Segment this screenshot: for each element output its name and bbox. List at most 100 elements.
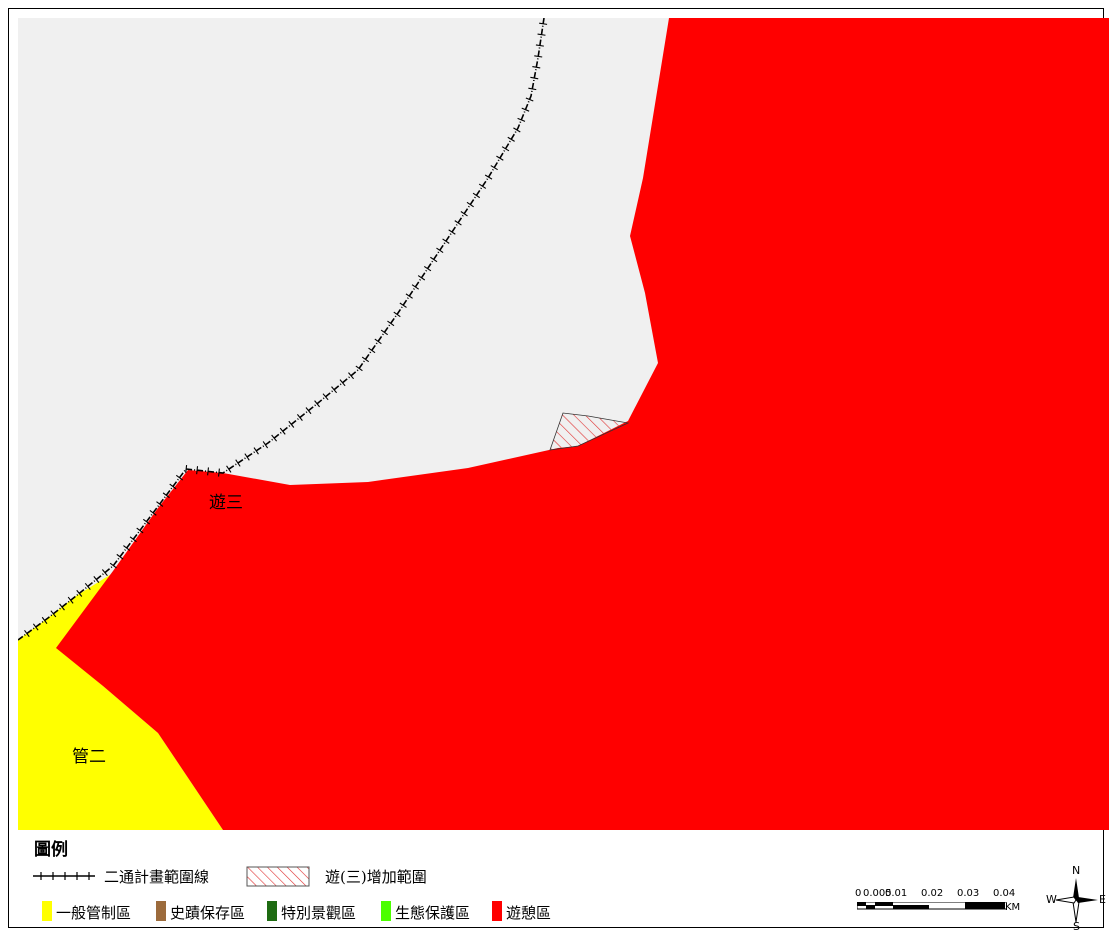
scale-label-0: 0 (855, 888, 862, 899)
legend-boundary-label: 二通計畫範圍線 (104, 868, 210, 886)
boundary-tick (185, 464, 188, 474)
boundary-line-symbol (33, 872, 95, 880)
scale-label-002: 0.02 (921, 888, 944, 899)
legend-label-scenic: 特別景觀區 (281, 904, 357, 922)
boundary-tick (271, 434, 278, 442)
boundary-tick (393, 311, 401, 318)
scale-label-004: 0.04 (993, 888, 1016, 899)
boundary-tick (405, 293, 413, 299)
boundary-tick (262, 441, 269, 449)
boundary-tick (387, 320, 395, 327)
legend-swatch-general-control (42, 901, 52, 921)
scale-label-0005: 0.005 (863, 888, 892, 899)
boundary-tick (534, 55, 543, 58)
boundary-tick (226, 465, 232, 473)
boundary-tick (217, 468, 220, 477)
compass-rose: N S W E (1046, 864, 1106, 933)
boundary-tick (253, 447, 259, 455)
map-canvas (18, 18, 1109, 830)
boundary-ticks (24, 22, 548, 638)
boundary-tick (67, 596, 74, 604)
boundary-tick (169, 483, 177, 490)
boundary-tick (478, 183, 487, 189)
boundary-tick (399, 302, 407, 308)
legend-title: 圖例 (34, 840, 68, 860)
boundary-tick (448, 229, 456, 235)
boundary-tick (411, 284, 420, 290)
boundary-tick (496, 155, 504, 161)
scale-bar: 0 0.005 0.01 0.02 0.03 0.04 KM (855, 888, 1025, 928)
recreation-zone (56, 18, 1109, 830)
legend-label-general-control: 一般管制區 (56, 904, 132, 922)
boundary-tick (374, 338, 382, 345)
compass-w: W (1046, 893, 1057, 906)
legend-swatch-recreation (492, 901, 502, 921)
scale-label-003: 0.03 (957, 888, 980, 899)
boundary-tick (466, 201, 474, 208)
boundary-tick (339, 379, 346, 387)
boundary-tick (123, 545, 131, 551)
expansion-area (549, 412, 630, 451)
compass-s: S (1073, 920, 1080, 933)
scale-label-001: 0.01 (885, 888, 908, 899)
boundary-tick (423, 265, 432, 272)
compass-e: E (1099, 893, 1106, 906)
boundary-tick (535, 44, 544, 47)
boundary-tick (235, 459, 241, 467)
boundary-tick (84, 582, 91, 590)
boundary-tick (305, 407, 312, 415)
boundary-tick (175, 474, 184, 481)
boundary-tick (331, 386, 338, 394)
boundary-tick (472, 192, 481, 199)
boundary-tick (513, 127, 521, 133)
scale-unit: KM (1005, 902, 1021, 913)
boundary-tick (101, 569, 108, 577)
boundary-tick (156, 501, 164, 507)
legend-swatch-scenic (267, 901, 277, 921)
boundary-tick (109, 562, 117, 569)
boundary-tick (279, 427, 286, 435)
boundary-tick (296, 414, 303, 421)
zone-label-control-2: 管二 (72, 747, 106, 767)
expansion-area-symbol (246, 866, 310, 887)
boundary-tick (50, 610, 57, 618)
boundary-tick (454, 220, 462, 226)
boundary-tick (361, 356, 370, 363)
boundary-tick (288, 420, 295, 428)
north-arrow-icon (1055, 878, 1098, 923)
general-control-zone (18, 573, 223, 830)
boundary-tick (528, 87, 537, 91)
legend-swatch-ecological (381, 901, 391, 921)
compass-n: N (1072, 864, 1081, 877)
zone-label-recreation-3: 遊三 (209, 493, 243, 513)
boundary-tick (417, 275, 426, 281)
boundary-tick (76, 589, 83, 597)
boundary-tick (532, 65, 541, 69)
boundary-tick (530, 76, 539, 80)
boundary-tick (116, 553, 124, 560)
boundary-tick (501, 146, 510, 152)
plan-boundary-line (18, 18, 545, 641)
boundary-tick (537, 33, 546, 36)
boundary-tick (322, 393, 329, 401)
boundary-tick (490, 165, 498, 171)
boundary-tick (59, 603, 65, 611)
boundary-tick (149, 510, 157, 516)
legend-label-recreation: 遊憩區 (506, 904, 552, 922)
boundary-tick (142, 518, 151, 525)
boundary-tick (380, 329, 388, 336)
legend-label-ecological: 生態保護區 (395, 904, 471, 922)
boundary-tick (521, 107, 530, 112)
boundary-tick (93, 576, 100, 583)
boundary-tick (207, 467, 210, 476)
boundary-tick (136, 527, 144, 534)
boundary-tick (460, 211, 468, 217)
boundary-tick (32, 623, 39, 631)
scale-bar-graphic (857, 902, 1007, 910)
boundary-tick (196, 466, 199, 475)
boundary-tick (368, 347, 376, 354)
boundary-tick (129, 536, 137, 543)
legend-swatch-historic (156, 901, 166, 921)
boundary-tick (507, 136, 515, 142)
boundary-tick (436, 247, 444, 253)
